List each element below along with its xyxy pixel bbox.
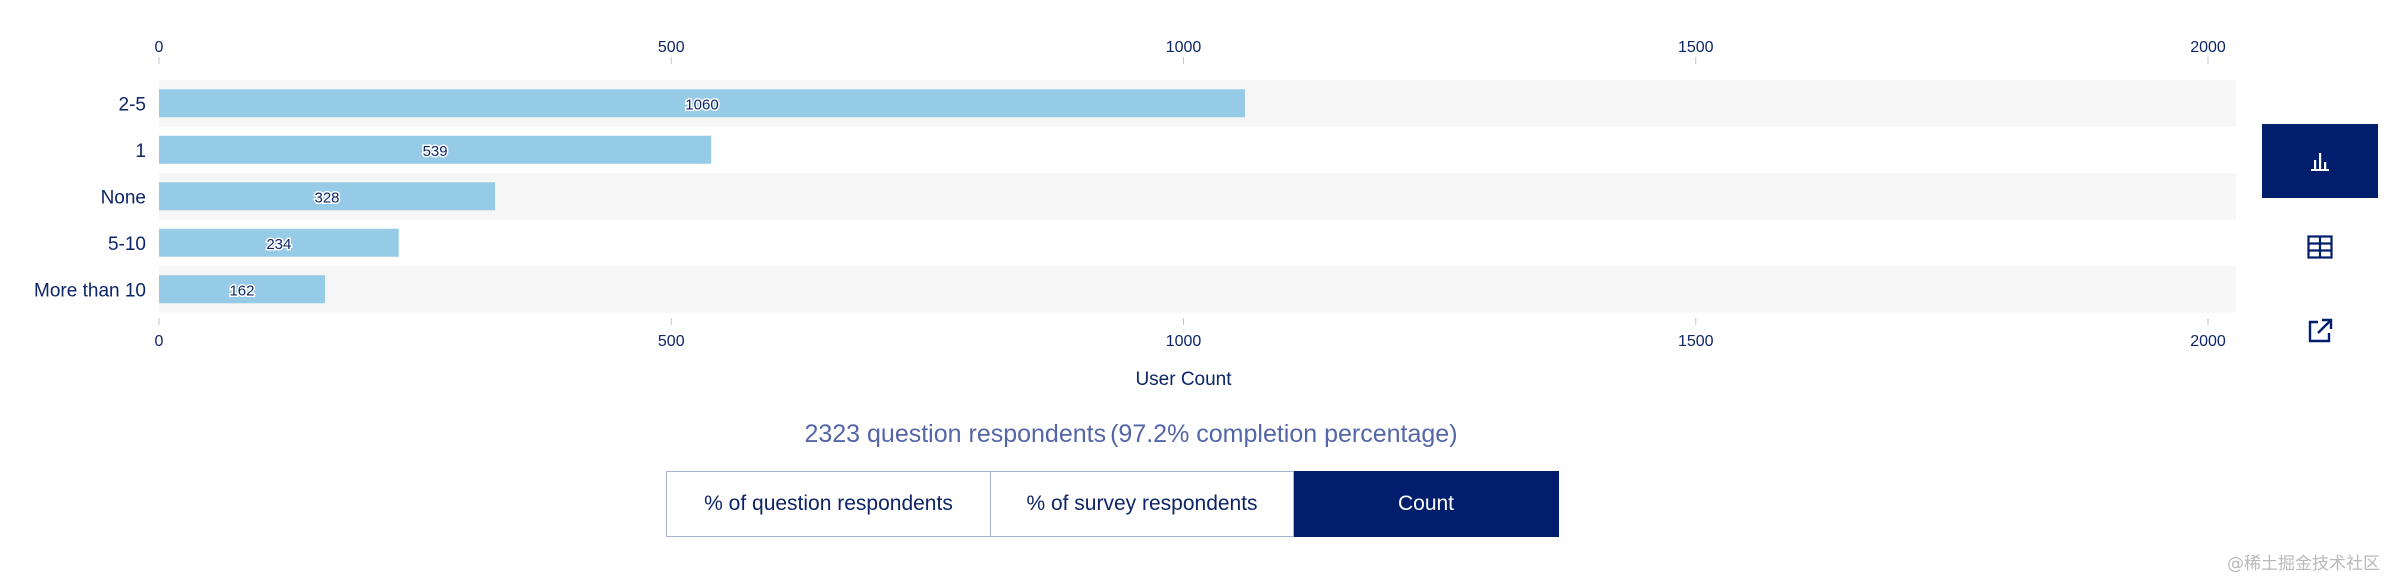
open-external-button[interactable] [2262,294,2378,368]
watermark: @稀土掘金技术社区 [2227,554,2380,574]
bar-value-label: 539 [423,143,448,160]
top-axis-tick-label: 500 [658,39,685,56]
survey-respondents-toggle[interactable]: % of survey respondents [991,471,1294,537]
bottom-axis-tick-label: 2000 [2190,333,2226,350]
bar [159,89,1245,118]
bottom-axis-tick-label: 0 [155,333,164,350]
table-icon [2307,235,2333,259]
top-axis-tick-label: 1500 [1678,39,1714,56]
bar [159,182,496,211]
question-respondents-toggle[interactable]: % of question respondents [666,471,991,537]
bottom-axis-tick-label: 500 [658,333,685,350]
bar [159,135,712,164]
bottom-axis-tick-label: 1000 [1166,333,1202,350]
x-axis-title: User Count [1135,369,1232,390]
category-label: 5-10 [108,234,146,255]
chart-view-button[interactable] [2262,124,2378,198]
bar-value-label: 1060 [685,96,718,113]
category-label: 1 [135,141,146,162]
bar-value-label: 328 [315,189,340,206]
table-view-button[interactable] [2262,210,2378,284]
bar [159,275,325,304]
row-stripe [159,173,2236,220]
metric-toggle-group: % of question respondents % of survey re… [666,471,1559,537]
category-label: 2-5 [119,94,146,115]
completion-percentage: (97.2% completion percentage) [1110,420,1458,448]
row-stripe [159,266,2236,313]
category-label: None [101,187,146,208]
top-axis-tick-label: 1000 [1166,39,1202,56]
top-axis-tick-label: 0 [155,39,164,56]
bottom-axis-tick-label: 1500 [1678,333,1714,350]
count-toggle[interactable]: Count [1294,471,1559,537]
bar [159,228,399,257]
bar-chart: 0 0 500 500 1000 1000 1500 1500 2000 2000 2-5 1060 1… [34,39,2236,390]
bar-value-label: 162 [229,282,254,299]
top-axis-tick-label: 2000 [2190,39,2226,56]
bar-value-label: 234 [266,236,291,253]
respondents-summary: 2323 question respondents (97.2% completi… [0,420,2262,449]
bar-chart-icon [2311,153,2329,171]
external-link-icon [2308,318,2333,343]
respondents-count: 2323 question respondents [804,420,1107,448]
category-label: More than 10 [34,280,146,301]
